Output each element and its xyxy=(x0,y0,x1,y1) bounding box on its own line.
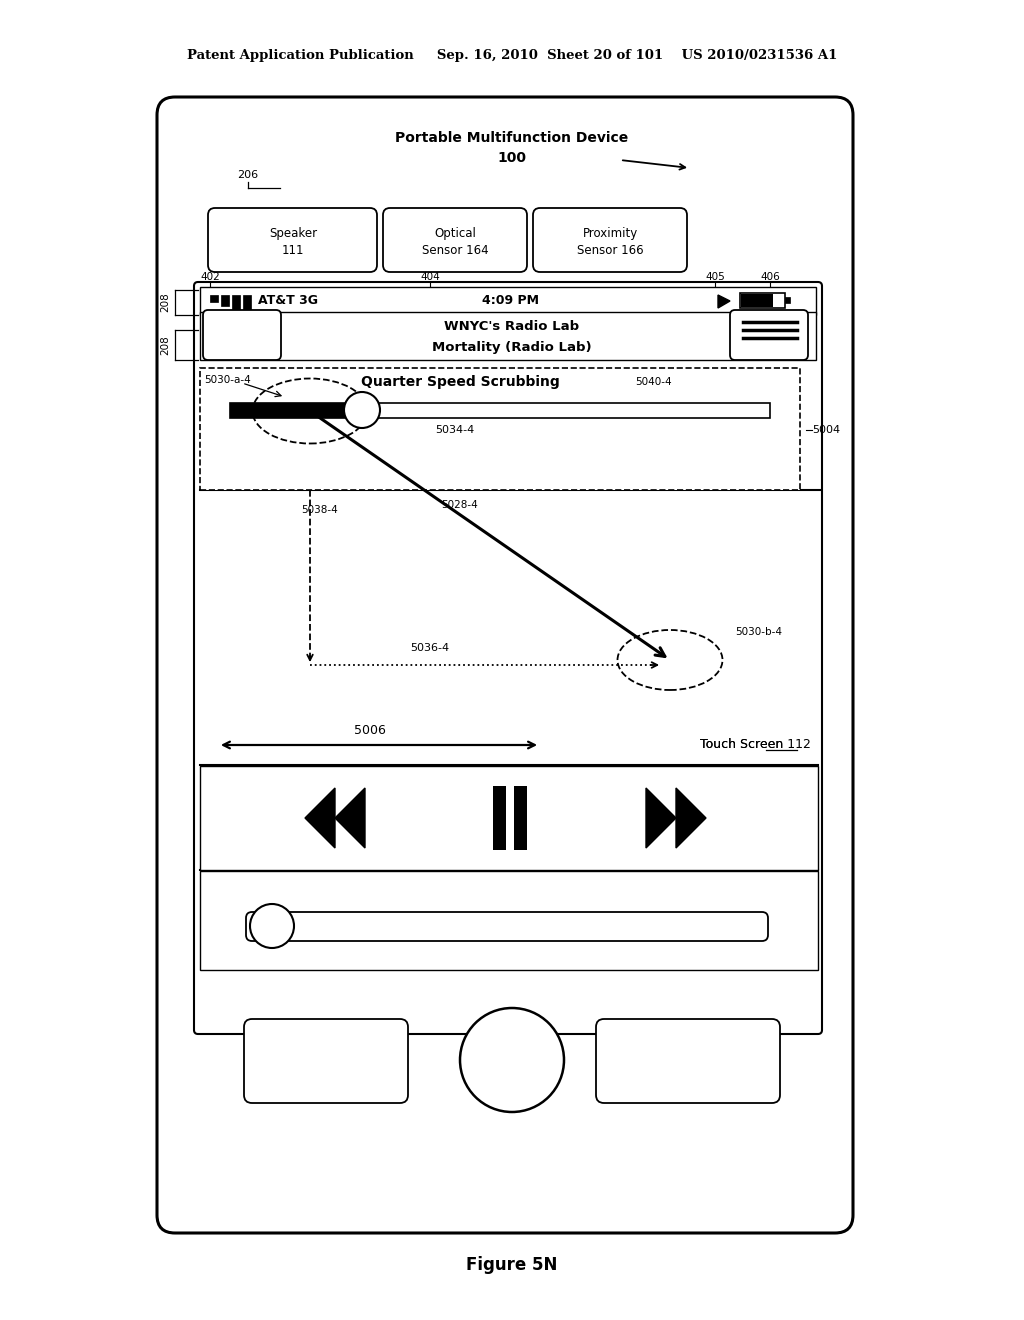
Bar xyxy=(494,785,506,850)
Bar xyxy=(514,785,527,850)
Bar xyxy=(785,297,790,304)
Circle shape xyxy=(344,392,380,428)
FancyBboxPatch shape xyxy=(730,310,808,360)
Bar xyxy=(740,293,785,308)
Text: Sensor 164: Sensor 164 xyxy=(422,243,488,256)
Text: 404: 404 xyxy=(420,272,440,282)
Text: 168: 168 xyxy=(677,1068,699,1081)
Polygon shape xyxy=(718,294,730,308)
Bar xyxy=(230,403,770,418)
FancyBboxPatch shape xyxy=(194,282,822,1034)
Text: 5040-4: 5040-4 xyxy=(635,378,672,387)
Text: Figure 5N: Figure 5N xyxy=(466,1257,558,1274)
Polygon shape xyxy=(676,788,706,847)
Text: 5006: 5006 xyxy=(354,723,386,737)
Text: Accelerometer(s): Accelerometer(s) xyxy=(637,1051,738,1064)
Bar xyxy=(200,286,816,315)
FancyBboxPatch shape xyxy=(208,209,377,272)
Circle shape xyxy=(250,904,294,948)
Text: 5036-4: 5036-4 xyxy=(411,643,450,653)
Text: 113: 113 xyxy=(314,1068,337,1081)
Text: Quarter Speed Scrubbing: Quarter Speed Scrubbing xyxy=(360,375,559,389)
Bar xyxy=(200,368,800,490)
Text: AT&T 3G: AT&T 3G xyxy=(258,294,318,308)
Text: Proximity: Proximity xyxy=(583,227,638,240)
Bar xyxy=(741,294,773,308)
Text: Microphone: Microphone xyxy=(292,1051,360,1064)
Bar xyxy=(221,294,229,306)
Text: 406: 406 xyxy=(760,272,780,282)
Text: Touch Screen 112: Touch Screen 112 xyxy=(700,738,811,751)
Text: 100: 100 xyxy=(498,150,526,165)
Text: 5030-a-4: 5030-a-4 xyxy=(205,375,251,385)
FancyBboxPatch shape xyxy=(157,96,853,1233)
Circle shape xyxy=(460,1008,564,1111)
Bar xyxy=(243,294,251,314)
Text: 5028-4: 5028-4 xyxy=(441,500,478,510)
Text: 111: 111 xyxy=(282,243,304,256)
Text: 204: 204 xyxy=(501,1061,523,1074)
Text: Mortality (Radio Lab): Mortality (Radio Lab) xyxy=(432,341,592,354)
Bar xyxy=(230,403,360,418)
Text: 5034-4: 5034-4 xyxy=(435,425,475,436)
Text: 5030-b-4: 5030-b-4 xyxy=(735,627,782,638)
Text: Portable Multifunction Device: Portable Multifunction Device xyxy=(395,131,629,145)
Text: Home: Home xyxy=(495,1045,529,1059)
Bar xyxy=(200,312,816,360)
Bar xyxy=(232,294,240,310)
Bar xyxy=(210,294,218,302)
FancyBboxPatch shape xyxy=(383,209,527,272)
Text: WNYC's Radio Lab: WNYC's Radio Lab xyxy=(444,321,580,334)
Bar xyxy=(200,871,818,970)
Text: Optical: Optical xyxy=(434,227,476,240)
FancyBboxPatch shape xyxy=(534,209,687,272)
Text: 402: 402 xyxy=(200,272,220,282)
Polygon shape xyxy=(305,788,335,847)
FancyBboxPatch shape xyxy=(203,310,281,360)
Text: 208: 208 xyxy=(160,335,170,355)
Text: Patent Application Publication     Sep. 16, 2010  Sheet 20 of 101    US 2010/023: Patent Application Publication Sep. 16, … xyxy=(186,49,838,62)
Text: 405: 405 xyxy=(706,272,725,282)
Text: 4:09 PM: 4:09 PM xyxy=(481,294,539,308)
Bar xyxy=(200,766,818,870)
FancyBboxPatch shape xyxy=(596,1019,780,1104)
Text: 5038-4: 5038-4 xyxy=(302,506,338,515)
FancyBboxPatch shape xyxy=(246,912,768,941)
Text: Sensor 166: Sensor 166 xyxy=(577,243,643,256)
Text: Touch Screen: Touch Screen xyxy=(700,738,787,751)
Text: 208: 208 xyxy=(160,292,170,312)
Text: 206: 206 xyxy=(238,170,259,180)
Polygon shape xyxy=(335,788,365,847)
Polygon shape xyxy=(646,788,676,847)
Text: Speaker: Speaker xyxy=(269,227,317,240)
Text: 5004: 5004 xyxy=(812,425,840,436)
FancyBboxPatch shape xyxy=(244,1019,408,1104)
